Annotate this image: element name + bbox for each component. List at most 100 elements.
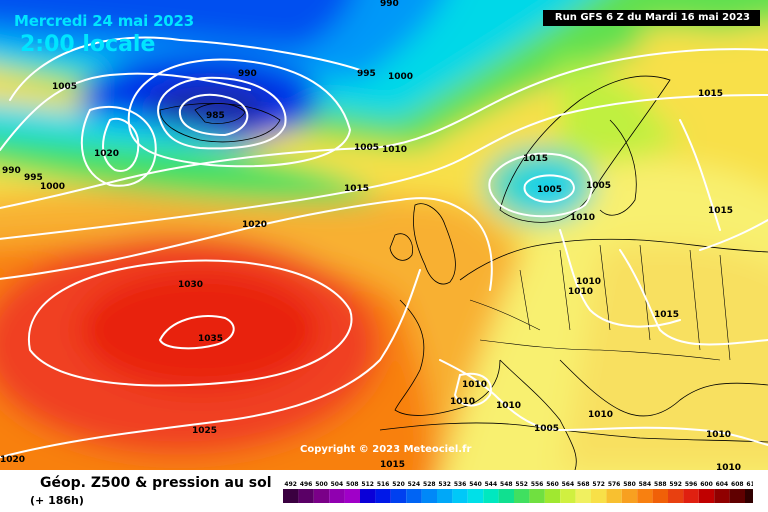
scale-swatch xyxy=(621,489,638,503)
scale-swatch xyxy=(714,489,730,503)
isobar-label: 1020 xyxy=(0,455,25,465)
scale-swatch xyxy=(745,489,753,503)
scale-swatch xyxy=(729,489,745,503)
scale-tick-label: 580 xyxy=(623,481,636,488)
isobar-label: 1010 xyxy=(496,401,521,411)
isobar-labels: 990 1005 990 995 1000 985 1020 990 995 1… xyxy=(0,0,741,470)
scale-swatch xyxy=(514,489,530,503)
map-canvas: 990 1005 990 995 1000 985 1020 990 995 1… xyxy=(0,0,768,470)
scale-tick-label: 500 xyxy=(315,481,328,488)
scale-swatch xyxy=(313,489,330,503)
isobar-label: 1010 xyxy=(706,430,731,440)
scale-swatch xyxy=(452,489,468,503)
isobar-label: 990 xyxy=(238,69,257,79)
forecast-date: Mercredi 24 mai 2023 xyxy=(14,12,195,30)
isobar-label: 1015 xyxy=(523,154,548,164)
scale-swatch xyxy=(421,489,437,503)
scale-swatch xyxy=(329,489,345,503)
scale-tick-label: 512 xyxy=(361,481,374,488)
weather-map: 990 1005 990 995 1000 985 1020 990 995 1… xyxy=(0,0,768,470)
legend-title: Géop. Z500 & pression au sol xyxy=(40,475,272,491)
isobar-label: 1000 xyxy=(40,182,65,192)
isobar-label: 1010 xyxy=(588,410,613,420)
scale-tick-label: 528 xyxy=(423,481,436,488)
scale-swatch xyxy=(637,489,653,503)
copyright-notice: Copyright © 2023 Meteociel.fr xyxy=(300,444,472,455)
scale-tick-label: 576 xyxy=(608,481,621,488)
scale-tick-label: 584 xyxy=(639,481,652,488)
isobar-label: 1005 xyxy=(534,424,559,434)
scale-swatch xyxy=(406,489,422,503)
isobar-label: 1015 xyxy=(380,460,405,470)
isobar-label: 995 xyxy=(24,173,43,183)
scale-tick-label: 508 xyxy=(346,481,359,488)
scale-tick-label: 556 xyxy=(531,481,544,488)
forecast-time: 2:00 locale xyxy=(20,32,156,57)
scale-swatch xyxy=(575,489,591,503)
isobar-label: 1010 xyxy=(568,287,593,297)
scale-tick-label: 604 xyxy=(716,481,729,488)
scale-swatch xyxy=(591,489,607,503)
scale-swatch xyxy=(698,489,715,503)
isobar-label: 1035 xyxy=(198,334,223,344)
isobar-label: 1015 xyxy=(654,310,679,320)
isobar-label: 990 xyxy=(2,166,21,176)
isobar-lines xyxy=(0,36,768,459)
scale-tick-label: 516 xyxy=(377,481,390,488)
legend-panel: Géop. Z500 & pression au sol (+ 186h) 49… xyxy=(0,470,768,512)
scale-tick-label: 588 xyxy=(654,481,667,488)
scale-swatch xyxy=(668,489,684,503)
isobar-label: 1015 xyxy=(708,206,733,216)
coastlines xyxy=(159,75,768,470)
scale-tick-label: 520 xyxy=(392,481,405,488)
isobar-label: 1010 xyxy=(450,397,475,407)
scale-swatch xyxy=(652,489,668,503)
scale-tick-label: 540 xyxy=(469,481,482,488)
scale-swatch xyxy=(683,489,699,503)
isobar-label: 1005 xyxy=(354,143,379,153)
scale-swatch xyxy=(544,489,561,503)
scale-tick-label: 532 xyxy=(438,481,451,488)
scale-swatch xyxy=(467,489,484,503)
scale-tick-label: 552 xyxy=(515,481,528,488)
scale-swatch xyxy=(606,489,622,503)
isobar-label: 1015 xyxy=(698,89,723,99)
scale-tick-label: 612 xyxy=(746,481,753,488)
isobar-label: 1005 xyxy=(586,181,611,191)
scale-tick-label: 548 xyxy=(500,481,513,488)
scale-tick-label: 568 xyxy=(577,481,590,488)
isobar-label: 985 xyxy=(206,111,225,121)
isobar-label: 1010 xyxy=(382,145,407,155)
isobar-label: 1010 xyxy=(462,380,487,390)
scale-tick-label: 496 xyxy=(300,481,313,488)
isobar-label: 995 xyxy=(357,69,376,79)
scale-tick-label: 536 xyxy=(454,481,467,488)
scale-swatch xyxy=(375,489,391,503)
isobar-label: 1030 xyxy=(178,280,203,290)
scale-tick-label: 600 xyxy=(700,481,713,488)
isobar-label: 1025 xyxy=(192,426,217,436)
scale-tick-label: 596 xyxy=(685,481,698,488)
isobar-label: 1005 xyxy=(52,82,77,92)
isobar-label: 1015 xyxy=(344,184,369,194)
scale-tick-label: 504 xyxy=(331,481,344,488)
scale-swatch xyxy=(298,489,314,503)
isobar-label: 1010 xyxy=(716,463,741,470)
scale-swatch xyxy=(360,489,376,503)
scale-tick-label: 524 xyxy=(408,481,421,488)
scale-swatch xyxy=(283,489,299,503)
isobar-label: 1020 xyxy=(242,220,267,230)
isobar-label: 1020 xyxy=(94,149,119,159)
scale-tick-label: 492 xyxy=(284,481,297,488)
geopotential-field xyxy=(0,0,768,470)
scale-swatch xyxy=(498,489,514,503)
isobar-label: 1000 xyxy=(388,72,413,82)
scale-tick-label: 564 xyxy=(562,481,575,488)
scale-tick-label: 572 xyxy=(592,481,605,488)
scale-swatch xyxy=(483,489,499,503)
scale-swatch xyxy=(529,489,545,503)
scale-tick-label: 608 xyxy=(731,481,744,488)
scale-swatch xyxy=(560,489,576,503)
isobar-label: 1010 xyxy=(576,277,601,287)
color-scale: 492 496 500 504 508 512 516 520 524 528 532 536 540 5… xyxy=(283,481,753,503)
